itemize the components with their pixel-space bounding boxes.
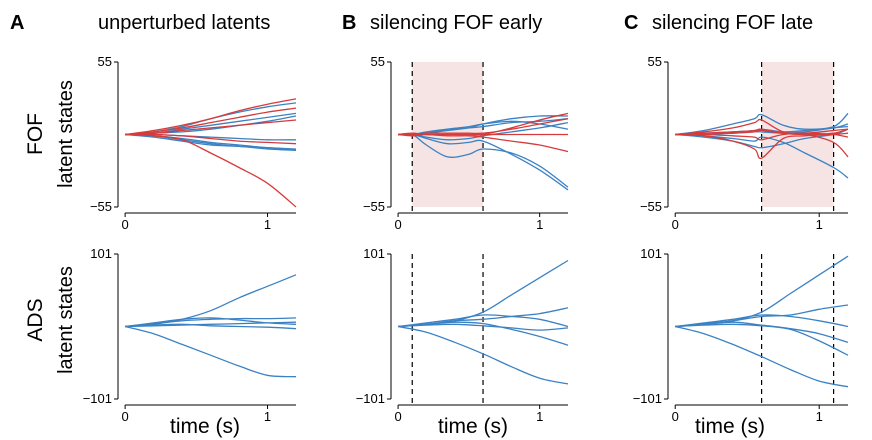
y-tick-label: −55 [640, 199, 662, 214]
series-line-red [125, 119, 297, 136]
series-line-red [125, 133, 297, 145]
x-axis-label-a: time (s) [170, 415, 240, 438]
panel-letter-c: C [624, 12, 638, 34]
x-axis-label-c: time (s) [695, 415, 765, 438]
x-tick-label: 0 [122, 217, 129, 232]
row-label-fof-sub: latent states [55, 80, 77, 188]
series-line-blue [398, 314, 569, 328]
panel-title-a: unperturbed latents [98, 12, 270, 34]
x-tick-label: 1 [816, 217, 823, 232]
y-tick-label: 101 [363, 246, 385, 261]
x-tick-label: 1 [536, 217, 543, 232]
series-line-blue [125, 317, 297, 328]
series-line-red [675, 128, 849, 136]
series-line-red [125, 107, 297, 136]
series-line-red [398, 133, 568, 137]
series-line-blue [397, 325, 569, 385]
x-tick-label: 0 [672, 409, 679, 424]
y-tick-label: −101 [83, 391, 112, 406]
x-tick-label: 0 [394, 217, 401, 232]
series-line-red [675, 133, 849, 158]
y-tick-label: 55 [98, 54, 112, 69]
series-line-red [675, 118, 849, 136]
series-line-blue [125, 323, 297, 330]
series-line-blue [398, 323, 569, 331]
series-line-blue [675, 304, 849, 328]
series-line-blue [125, 321, 297, 328]
panel-letter-b: B [342, 12, 356, 34]
y-tick-label: −101 [356, 391, 385, 406]
series-line-red [675, 132, 849, 160]
series-line-blue [125, 133, 297, 151]
chart-c-ads: 101 −101 0 1 [633, 246, 849, 424]
series-line-blue [125, 274, 297, 328]
panel-title-c: silencing FOF late [652, 12, 813, 34]
x-tick-label: 1 [264, 409, 271, 424]
row-label-fof: FOF [24, 113, 47, 155]
y-tick-label: −101 [633, 391, 662, 406]
y-tick-label: −55 [90, 199, 112, 214]
series-line-red [125, 98, 297, 136]
chart-b-ads: 101 −101 0 1 [356, 246, 569, 424]
series-line-blue [675, 314, 849, 328]
y-tick-label: 55 [648, 54, 662, 69]
y-tick-label: −55 [363, 199, 385, 214]
series-line-red [125, 133, 297, 208]
series-line-blue [398, 133, 569, 188]
x-tick-label: 0 [394, 409, 401, 424]
chart-a-fof: 55 −55 0 1 [90, 54, 297, 232]
x-tick-label: 1 [536, 409, 543, 424]
x-axis-label-b: time (s) [438, 415, 508, 438]
series-line-blue [124, 325, 297, 378]
series-line-blue [675, 128, 849, 149]
series-line-blue [675, 321, 849, 343]
chart-a-ads: 101 −101 0 1 [83, 246, 297, 424]
y-tick-label: 101 [640, 246, 662, 261]
x-tick-label: 0 [122, 409, 129, 424]
chart-c-fof: 55 −55 0 1 [640, 54, 849, 232]
series-line-blue [675, 323, 849, 356]
series-line-red [398, 118, 569, 136]
row-label-ads-sub: latent states [55, 266, 77, 374]
x-tick-label: 1 [264, 217, 271, 232]
panel-title-b: silencing FOF early [370, 12, 542, 34]
y-tick-label: 101 [90, 246, 112, 261]
row-label-ads: ADS [24, 298, 47, 341]
y-tick-label: 55 [371, 54, 385, 69]
series-line-blue [675, 325, 849, 388]
x-tick-label: 0 [672, 217, 679, 232]
chart-b-fof: 55 −55 0 1 [363, 54, 569, 232]
x-tick-label: 1 [816, 409, 823, 424]
panel-letter-a: A [10, 12, 24, 34]
series-line-blue [398, 321, 569, 346]
